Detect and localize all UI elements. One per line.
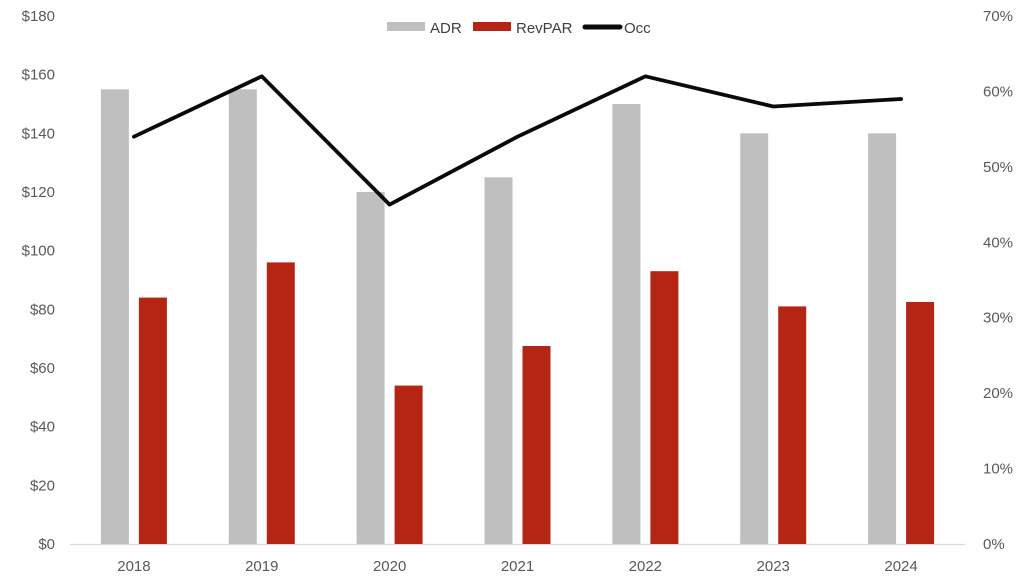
left-axis-tick-20: $20 — [30, 477, 55, 494]
right-axis-tick-10: 10% — [983, 461, 1013, 478]
revpar-bar-2022 — [650, 271, 679, 544]
revpar-bar-2024 — [906, 302, 935, 544]
legend-label-adr: ADR — [430, 20, 462, 37]
right-axis-tick-20: 20% — [983, 385, 1013, 402]
adr-bars — [100, 89, 897, 545]
right-axis-tick-50: 50% — [983, 159, 1013, 176]
adr-bar-2022 — [612, 104, 641, 544]
right-axis-tick-70: 70% — [983, 8, 1013, 25]
revpar-bar-2019 — [266, 262, 295, 544]
revpar-bar-2023 — [778, 306, 807, 544]
x-axis-label-2018: 2018 — [117, 558, 150, 575]
right-axis-tick-30: 30% — [983, 310, 1013, 327]
left-axis-tick-0: $0 — [38, 536, 55, 553]
left-axis-tick-40: $40 — [30, 419, 55, 436]
right-axis-tick-40: 40% — [983, 234, 1013, 251]
x-axis-label-2020: 2020 — [373, 558, 406, 575]
axes: $0 $20 $40 $60 $80 $100 $120 $140 $160 $180 0% 10% 2… — [22, 8, 1013, 575]
left-axis-tick-160: $160 — [22, 67, 55, 84]
right-axis-tick-60: 60% — [983, 83, 1013, 100]
x-axis-label-2019: 2019 — [245, 558, 278, 575]
x-axis-label-2023: 2023 — [757, 558, 790, 575]
legend: ADR RevPAR Occ — [387, 20, 651, 37]
occ-line — [132, 74, 903, 207]
legend-label-revpar: RevPAR — [516, 20, 573, 37]
adr-bar-2021 — [484, 177, 513, 545]
x-axis-label-2024: 2024 — [884, 558, 917, 575]
right-axis-tick-0: 0% — [983, 536, 1005, 553]
left-axis-tick-180: $180 — [22, 8, 55, 25]
left-axis-tick-140: $140 — [22, 125, 55, 142]
adr-bar-2018 — [100, 89, 129, 545]
adr-bar-2024 — [868, 133, 897, 545]
left-axis-tick-120: $120 — [22, 184, 55, 201]
adr-bar-2020 — [356, 192, 385, 544]
adr-bar-2019 — [228, 89, 257, 545]
left-axis-tick-60: $60 — [30, 360, 55, 377]
revpar-bars — [138, 262, 935, 544]
revpar-bar-2018 — [138, 297, 167, 544]
left-axis-tick-80: $80 — [30, 301, 55, 318]
legend-label-occ: Occ — [624, 20, 651, 37]
x-axis-label-2021: 2021 — [501, 558, 534, 575]
legend-swatch-revpar — [473, 22, 511, 31]
revpar-bar-2020 — [394, 385, 423, 544]
left-axis-tick-100: $100 — [22, 243, 55, 260]
x-axis-label-2022: 2022 — [629, 558, 662, 575]
adr-bar-2023 — [740, 133, 769, 545]
revpar-bar-2021 — [522, 346, 551, 544]
legend-swatch-adr — [387, 22, 425, 31]
